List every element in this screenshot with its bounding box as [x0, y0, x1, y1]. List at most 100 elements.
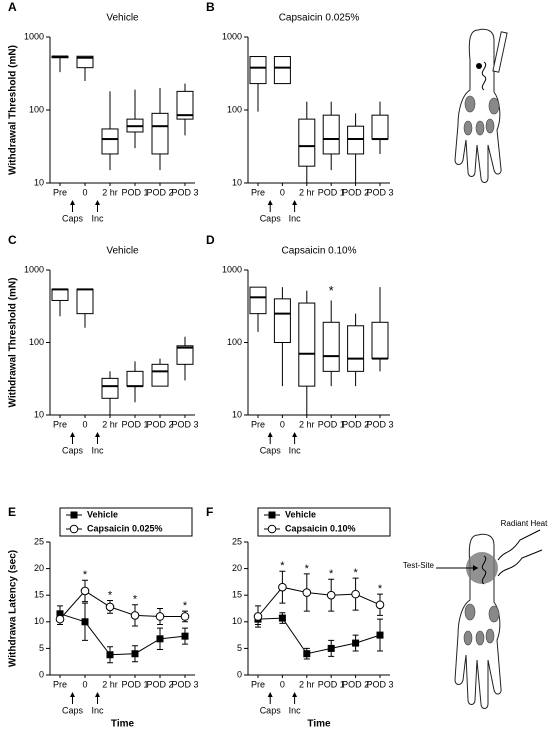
box — [151, 112, 169, 155]
paw-diagram — [454, 28, 508, 183]
point — [253, 612, 263, 621]
annotation-arrowhead — [292, 692, 298, 697]
y-tick-label: 5 — [39, 643, 44, 653]
y-tick-label: 1000 — [222, 264, 242, 274]
annotation: Caps — [260, 213, 282, 223]
chart-title: Vehicle — [106, 246, 139, 257]
box — [273, 298, 291, 343]
point — [302, 588, 312, 597]
y-axis-label: Withdrawal Threshold (mN) — [8, 45, 19, 175]
x-tick-label: POD 1 — [318, 419, 345, 429]
box — [51, 288, 69, 301]
y-tick-label: 100 — [29, 337, 44, 347]
box — [371, 321, 389, 360]
x-tick-label: POD 3 — [366, 187, 393, 197]
significance: * — [108, 589, 113, 601]
axis — [247, 270, 390, 416]
legend — [59, 507, 193, 537]
series-line — [59, 613, 186, 656]
point — [80, 586, 90, 596]
chart-title: Vehicle — [106, 13, 139, 24]
annotation: Caps — [62, 213, 84, 223]
y-tick-label: 20 — [232, 563, 242, 573]
box — [347, 325, 365, 372]
axis — [49, 542, 195, 676]
y-tick-label: 0 — [39, 669, 44, 679]
series-line — [257, 586, 381, 617]
diagram-label: Radiant Heat — [501, 519, 548, 528]
x-tick-label: 2 hr — [102, 679, 118, 689]
panel-letter: F — [206, 505, 213, 519]
box — [322, 321, 340, 372]
point — [105, 602, 115, 612]
x-tick-label: POD 2 — [342, 419, 369, 429]
box — [298, 302, 316, 387]
significance: * — [378, 583, 383, 595]
annotation: Caps — [260, 445, 282, 455]
point — [352, 639, 360, 647]
box — [176, 345, 194, 365]
x-tick-label: 0 — [82, 419, 87, 429]
box — [126, 370, 144, 387]
x-tick-label: Pre — [251, 419, 265, 429]
significance: * — [183, 600, 188, 612]
x-tick-label: Pre — [53, 679, 67, 689]
x-tick-label: POD 2 — [342, 679, 369, 689]
axis — [247, 37, 390, 184]
axis — [247, 542, 390, 676]
box — [371, 114, 389, 140]
y-tick-label: 1000 — [222, 31, 242, 41]
x-tick-label: Pre — [251, 187, 265, 197]
legend-marker — [70, 511, 78, 519]
point — [130, 611, 140, 620]
legend-label: Capsaicin 0.025% — [87, 523, 163, 533]
significance: * — [133, 594, 138, 606]
y-axis-label: Withdrawal Threshold (mN) — [8, 278, 19, 408]
y-tick-label: 100 — [227, 337, 242, 347]
annotation-arrowhead — [95, 200, 100, 205]
x-tick-label: 2 hr — [299, 679, 315, 689]
y-tick-label: 100 — [29, 104, 44, 114]
x-tick-label: Pre — [53, 419, 67, 429]
x-tick-label: POD 1 — [318, 187, 345, 197]
x-tick-label: 0 — [280, 187, 285, 197]
x-tick-label: POD 1 — [121, 187, 148, 197]
axis — [49, 270, 195, 416]
box — [176, 90, 194, 120]
x-tick-label: 0 — [280, 419, 285, 429]
annotation: Caps — [62, 705, 84, 715]
box — [76, 55, 94, 69]
x-tick-label: 0 — [82, 679, 87, 689]
point — [156, 635, 164, 643]
axis — [49, 37, 195, 184]
annotation: Inc — [289, 705, 302, 715]
y-tick-label: 0 — [237, 669, 242, 679]
panel-letter: D — [206, 233, 215, 247]
x-tick-label: POD 2 — [146, 187, 173, 197]
point — [106, 651, 114, 659]
x-tick-label: POD 1 — [318, 679, 345, 689]
annotation: Inc — [91, 445, 104, 455]
y-tick-label: 10 — [232, 409, 242, 419]
y-tick-label: 5 — [237, 643, 242, 653]
point — [155, 612, 165, 621]
y-tick-label: 25 — [34, 536, 44, 546]
y-tick-label: 15 — [232, 590, 242, 600]
paw-diagram-heat — [436, 529, 543, 709]
box — [76, 288, 94, 315]
annotation-arrowhead — [292, 432, 298, 437]
x-tick-label: POD 2 — [342, 187, 369, 197]
y-tick-label: 1000 — [24, 264, 44, 274]
annotation: Inc — [289, 213, 302, 223]
significance: * — [83, 569, 88, 581]
x-tick-label: POD 1 — [121, 419, 148, 429]
annotation-arrowhead — [70, 692, 75, 697]
box — [273, 56, 291, 85]
significance: * — [305, 563, 310, 575]
x-tick-label: 2 hr — [299, 187, 315, 197]
panel-letter: B — [206, 0, 215, 14]
box — [101, 377, 119, 399]
point — [351, 589, 360, 599]
annotation-arrowhead — [267, 692, 273, 697]
